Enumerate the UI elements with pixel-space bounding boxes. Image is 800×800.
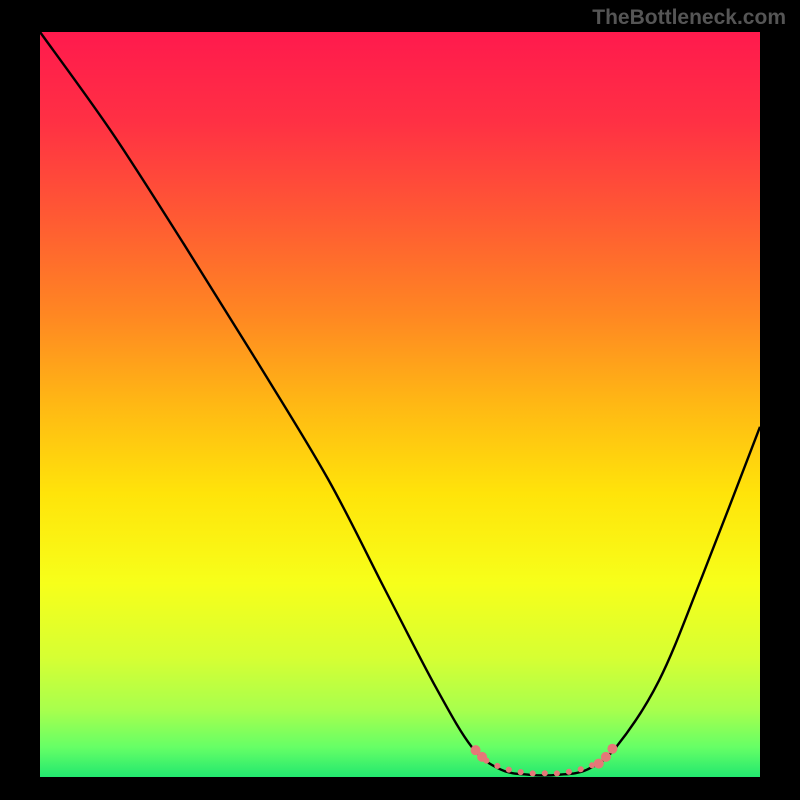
watermark-text: TheBottleneck.com [592, 6, 786, 30]
plot-background [40, 32, 760, 777]
bottleneck-chart [0, 0, 800, 800]
chart-container: TheBottleneck.com [0, 0, 800, 800]
